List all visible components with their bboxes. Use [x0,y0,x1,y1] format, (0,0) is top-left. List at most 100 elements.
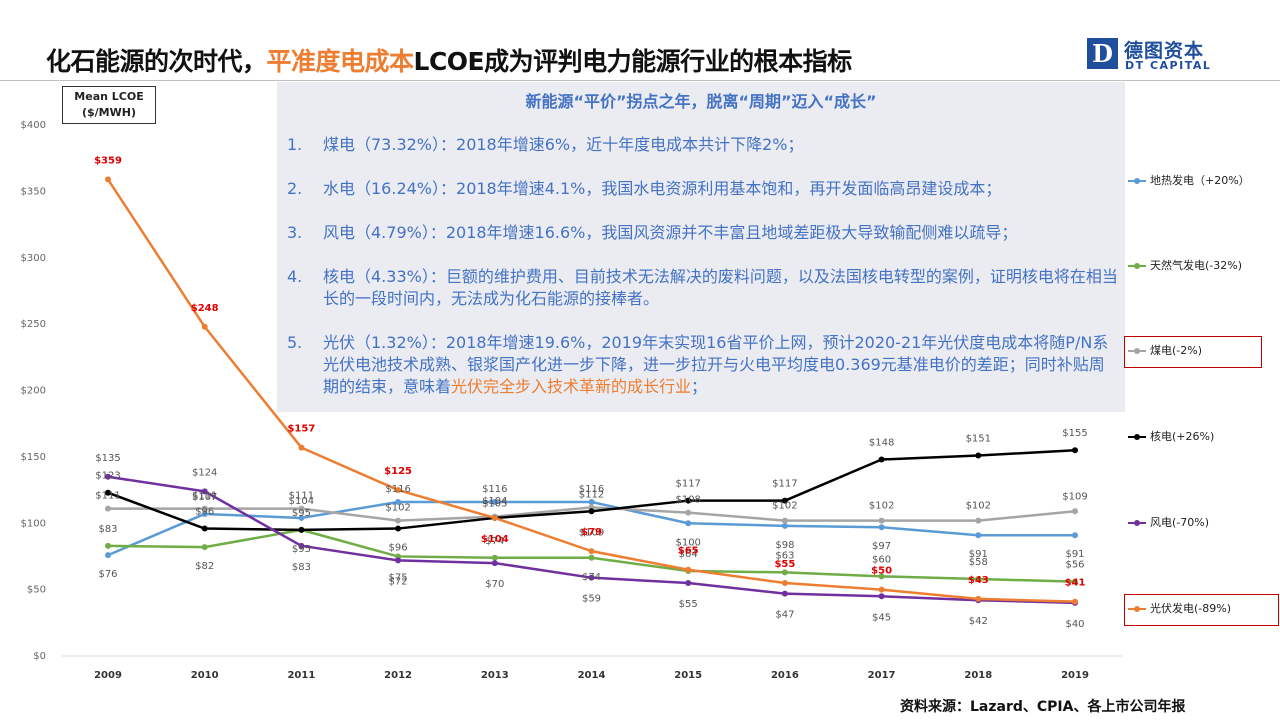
data-label-gas: $74 [485,536,504,547]
data-label-gas: $75 [389,572,408,583]
data-label-nuclear: $96 [195,507,214,518]
title-divider [0,80,1280,81]
data-label-nuclear: $151 [966,434,991,445]
panel-item-tail: ； [691,377,708,396]
data-point-wind [878,593,885,600]
data-point-wind [588,574,595,581]
data-label-solar: $125 [384,466,412,477]
data-label-geothermal: $104 [289,496,314,507]
data-point-wind [201,488,208,495]
data-point-gas [781,569,788,576]
data-label-geothermal: $116 [385,484,410,495]
data-point-solar [1072,598,1078,605]
data-label-gas: $95 [292,544,311,555]
logo-en-text: DT CAPITAL [1125,59,1212,72]
legend-gas: 天然气发电(-32%) [1128,258,1242,274]
data-point-solar [201,323,208,330]
data-point-gas [105,542,111,549]
data-point-nuclear [685,497,692,504]
data-label-wind: $72 [389,576,408,587]
unit-label-line2: ($/MWH) [81,106,136,119]
data-label-wind: $83 [292,562,311,573]
legend-swatch [1128,178,1146,184]
data-label-geothermal: $116 [482,484,507,495]
legend-coal: 煤电(-2%) [1128,343,1202,359]
data-label-solar: $50 [871,566,892,577]
y-tick-label: $250 [21,319,46,330]
y-tick-label: $50 [27,585,46,596]
data-point-solar [588,548,595,555]
data-point-coal [685,509,692,516]
data-label-coal: $109 [1062,491,1087,502]
data-label-coal: $111 [95,491,120,502]
data-label-gas: $56 [1065,560,1084,571]
x-tick-label: 2018 [964,670,992,681]
data-label-geothermal: $98 [775,540,794,551]
data-point-wind [395,557,402,564]
legend-label: 地热发电（+20%） [1150,174,1250,187]
data-label-solar: $157 [287,424,315,435]
data-point-solar [878,586,885,593]
panel-item-text-main: 光伏（1.32%）：2018年增速19.6%，2019年末实现16省平价上网，预… [323,333,1109,396]
data-label-solar: $104 [481,534,509,545]
data-label-geothermal: $91 [1065,549,1084,560]
data-label-gas: $64 [679,549,698,560]
x-tick-label: 2009 [94,670,122,681]
data-point-geothermal [491,499,498,506]
data-label-nuclear: $155 [1062,428,1087,439]
y-tick-label: $400 [21,120,46,131]
data-point-solar [395,487,402,494]
data-point-nuclear [781,497,788,504]
data-label-gas: $63 [775,550,794,561]
data-label-coal: $102 [772,501,797,512]
data-point-wind [491,560,498,567]
legend-swatch [1128,348,1146,354]
legend-swatch [1128,520,1146,526]
data-point-geothermal [588,499,595,506]
data-point-gas [878,573,885,580]
data-label-coal: $111 [289,491,314,502]
data-label-wind: $40 [1065,619,1084,630]
data-point-gas [1072,578,1078,585]
data-label-wind: $124 [192,467,217,478]
panel-item-highlight: 光伏完全步入技术革新的成长行业 [451,377,692,396]
data-point-geothermal [105,552,111,559]
data-label-gas: $74 [582,572,601,583]
legend-wind: 风电(-70%) [1128,515,1209,531]
legend-highlight-box-solar [1124,594,1279,626]
panel-item-number: 3. [287,223,303,242]
data-label-geothermal: $107 [192,492,217,503]
data-label-nuclear: $104 [482,496,507,507]
data-label-solar: $43 [968,575,989,586]
panel-item-text: 光伏（1.32%）：2018年增速19.6%，2019年末实现16省平价上网，预… [323,332,1119,398]
data-point-geothermal [201,510,208,517]
data-label-coal: $108 [675,495,700,506]
data-point-wind [298,542,305,549]
data-label-gas: $82 [195,561,214,572]
panel-item-number: 4. [287,267,303,286]
legend-swatch [1128,263,1146,269]
data-point-nuclear [201,525,208,532]
x-tick-label: 2013 [481,670,509,681]
data-point-wind [105,473,111,480]
data-point-nuclear [1072,447,1078,454]
panel-item-number: 1. [287,135,303,154]
x-tick-label: 2014 [578,670,606,681]
x-tick-label: 2010 [191,670,219,681]
data-label-nuclear: $96 [389,543,408,554]
source-note: 资料来源：Lazard、CPIA、各上市公司年报 [900,699,1186,715]
data-label-solar: $55 [774,559,795,570]
x-tick-label: 2012 [384,670,412,681]
legend-swatch [1128,434,1146,440]
x-tick-label: 2017 [868,670,896,681]
data-label-coal: $102 [869,501,894,512]
data-label-coal: $111 [192,491,217,502]
data-label-geothermal: $116 [579,484,604,495]
y-tick-label: $150 [21,452,46,463]
x-tick-label: 2011 [287,670,315,681]
data-point-solar [781,579,788,586]
data-point-nuclear [105,489,111,496]
data-label-wind: $45 [872,612,891,623]
data-point-geothermal [685,520,692,527]
data-label-coal: $112 [579,489,604,500]
